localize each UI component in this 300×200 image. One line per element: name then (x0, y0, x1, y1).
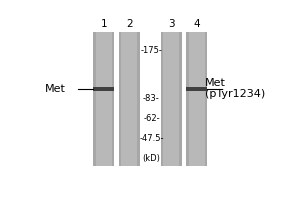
Bar (93, 32, 96, 166)
Text: 4: 4 (194, 19, 200, 29)
Text: -175-: -175- (140, 46, 162, 55)
Bar (93, 87, 114, 91)
Bar (119, 32, 122, 166)
Text: -83-: -83- (143, 94, 160, 103)
Text: 3: 3 (168, 19, 175, 29)
Bar (93, 32, 114, 166)
Bar (205, 32, 207, 166)
Bar (161, 32, 182, 166)
Text: Met
(pTyr1234): Met (pTyr1234) (205, 78, 266, 99)
Bar (112, 32, 114, 166)
Bar (137, 32, 140, 166)
Text: -62-: -62- (143, 114, 160, 123)
Bar (186, 32, 189, 166)
Text: 1: 1 (100, 19, 107, 29)
Bar (161, 32, 163, 166)
Text: Met: Met (44, 84, 65, 94)
Text: 2: 2 (126, 19, 133, 29)
Text: (kD): (kD) (142, 154, 160, 163)
Text: -47.5-: -47.5- (139, 134, 164, 143)
Bar (186, 87, 207, 91)
Bar (179, 32, 182, 166)
Bar (119, 32, 140, 166)
Bar (186, 32, 207, 166)
